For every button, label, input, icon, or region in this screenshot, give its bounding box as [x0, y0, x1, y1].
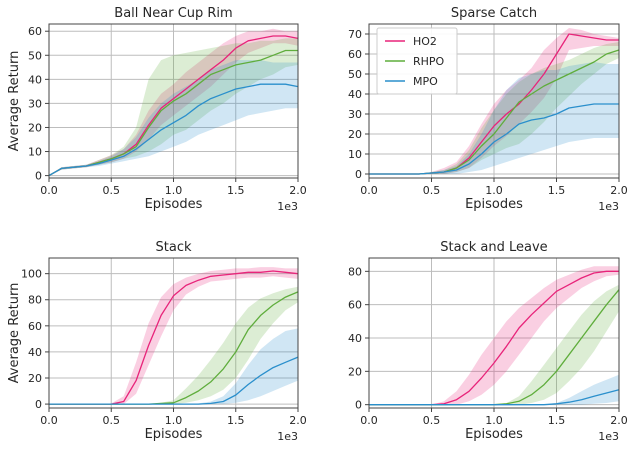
- series-band-ho2: [369, 266, 619, 405]
- series-band-ho2: [49, 28, 298, 176]
- x-axis-label: Episodes: [465, 197, 523, 212]
- legend-entry-ho2: HO2: [413, 35, 437, 48]
- series-line-mpo: [48, 83, 299, 177]
- y-tick-label: 0: [35, 398, 42, 411]
- x-axis-label: Episodes: [145, 197, 203, 212]
- y-tick-label: 100: [21, 268, 42, 281]
- x-tick-label: 2.0: [610, 414, 628, 427]
- series-band-rhpo: [49, 38, 298, 176]
- chart-title: Stack: [156, 240, 192, 255]
- y-tick-label: 80: [28, 294, 42, 307]
- x-tick-label: 1.0: [165, 414, 183, 427]
- y-tick-label: 50: [348, 68, 362, 81]
- x-axis-offset-label: 1e3: [277, 200, 298, 213]
- y-tick-label: 40: [348, 332, 362, 345]
- series-line-mpo: [49, 356, 299, 405]
- y-tick-label: 0: [355, 168, 362, 181]
- chart-title: Sparse Catch: [451, 6, 537, 21]
- x-tick-label: 0.0: [360, 414, 378, 427]
- series-band-mpo: [369, 374, 619, 405]
- y-tick-label: 40: [348, 88, 362, 101]
- series-band-mpo: [49, 328, 298, 405]
- x-axis-offset-label: 1e3: [598, 200, 619, 213]
- x-tick-label: 0.5: [103, 184, 121, 197]
- y-tick-label: 40: [28, 73, 42, 86]
- x-tick-label: 1.0: [485, 184, 503, 197]
- chart-panel: 0.0 0.5 1.0 1.5 2.0 0 20 40 60 80 Stack and Leave E…: [348, 240, 628, 443]
- series-line-mpo: [369, 103, 619, 175]
- y-tick-label: 50: [28, 49, 42, 62]
- series-band-mpo: [369, 62, 619, 174]
- series-band-ho2: [369, 28, 619, 174]
- series-line-mpo: [369, 389, 620, 406]
- x-tick-label: 0.0: [40, 414, 58, 427]
- x-tick-label: 1.0: [165, 184, 183, 197]
- y-axis-label: Average Return: [7, 283, 22, 384]
- chart-panel: 0.0 0.5 1.0 1.5 2.0 0 20 40 60 80 100 Stack Episodes…: [7, 240, 307, 443]
- y-tick-label: 60: [28, 25, 42, 38]
- chart-title: Ball Near Cup Rim: [114, 6, 232, 21]
- x-tick-label: 1.5: [227, 414, 245, 427]
- y-tick-label: 10: [28, 146, 42, 159]
- y-tick-label: 10: [348, 148, 362, 161]
- x-tick-label: 2.0: [610, 184, 628, 197]
- x-axis-offset-label: 1e3: [598, 430, 619, 443]
- y-tick-label: 20: [28, 372, 42, 385]
- y-tick-label: 20: [348, 365, 362, 378]
- y-tick-label: 70: [348, 28, 362, 41]
- x-tick-label: 0.5: [423, 414, 441, 427]
- x-tick-label: 0.5: [423, 184, 441, 197]
- x-tick-label: 2.0: [289, 184, 307, 197]
- y-tick-label: 20: [348, 128, 362, 141]
- chart-panel: 0.0 0.5 1.0 1.5 2.0 0 10 20 30 40 50 60 Ball Near Cu…: [7, 6, 307, 213]
- x-axis-offset-label: 1e3: [277, 430, 298, 443]
- series-band-ho2: [49, 267, 298, 405]
- series-band-rhpo: [49, 286, 298, 405]
- chart-title: Stack and Leave: [440, 240, 547, 255]
- x-tick-label: 0.5: [103, 414, 121, 427]
- x-tick-label: 1.5: [548, 184, 566, 197]
- y-tick-label: 0: [355, 399, 362, 412]
- legend-box: [376, 27, 458, 95]
- y-tick-label: 30: [348, 108, 362, 121]
- series-band-rhpo: [369, 42, 619, 174]
- y-tick-label: 30: [28, 97, 42, 110]
- y-tick-label: 60: [348, 299, 362, 312]
- x-tick-label: 1.5: [548, 414, 566, 427]
- y-tick-label: 60: [28, 320, 42, 333]
- y-tick-label: 40: [28, 346, 42, 359]
- x-tick-label: 1.0: [485, 414, 503, 427]
- legend-entry-mpo: MPO: [413, 75, 438, 88]
- x-axis-label: Episodes: [145, 427, 203, 442]
- y-tick-label: 0: [35, 170, 42, 183]
- x-tick-label: 1.5: [227, 184, 245, 197]
- y-axis-label: Average Return: [7, 51, 22, 152]
- x-tick-label: 0.0: [360, 184, 378, 197]
- y-tick-label: 20: [28, 121, 42, 134]
- y-tick-label: 60: [348, 48, 362, 61]
- legend: HO2 RHPO MPO: [376, 27, 458, 95]
- x-axis-label: Episodes: [465, 427, 523, 442]
- x-tick-label: 0.0: [40, 184, 58, 197]
- series-band-rhpo: [369, 284, 619, 405]
- chart-panel: 0.0 0.5 1.0 1.5 2.0 0 10 20 30 40 50 60 70 Sparse Cat…: [348, 6, 628, 213]
- y-tick-label: 80: [348, 265, 362, 278]
- legend-entry-rhpo: RHPO: [413, 55, 445, 68]
- x-tick-label: 2.0: [289, 414, 307, 427]
